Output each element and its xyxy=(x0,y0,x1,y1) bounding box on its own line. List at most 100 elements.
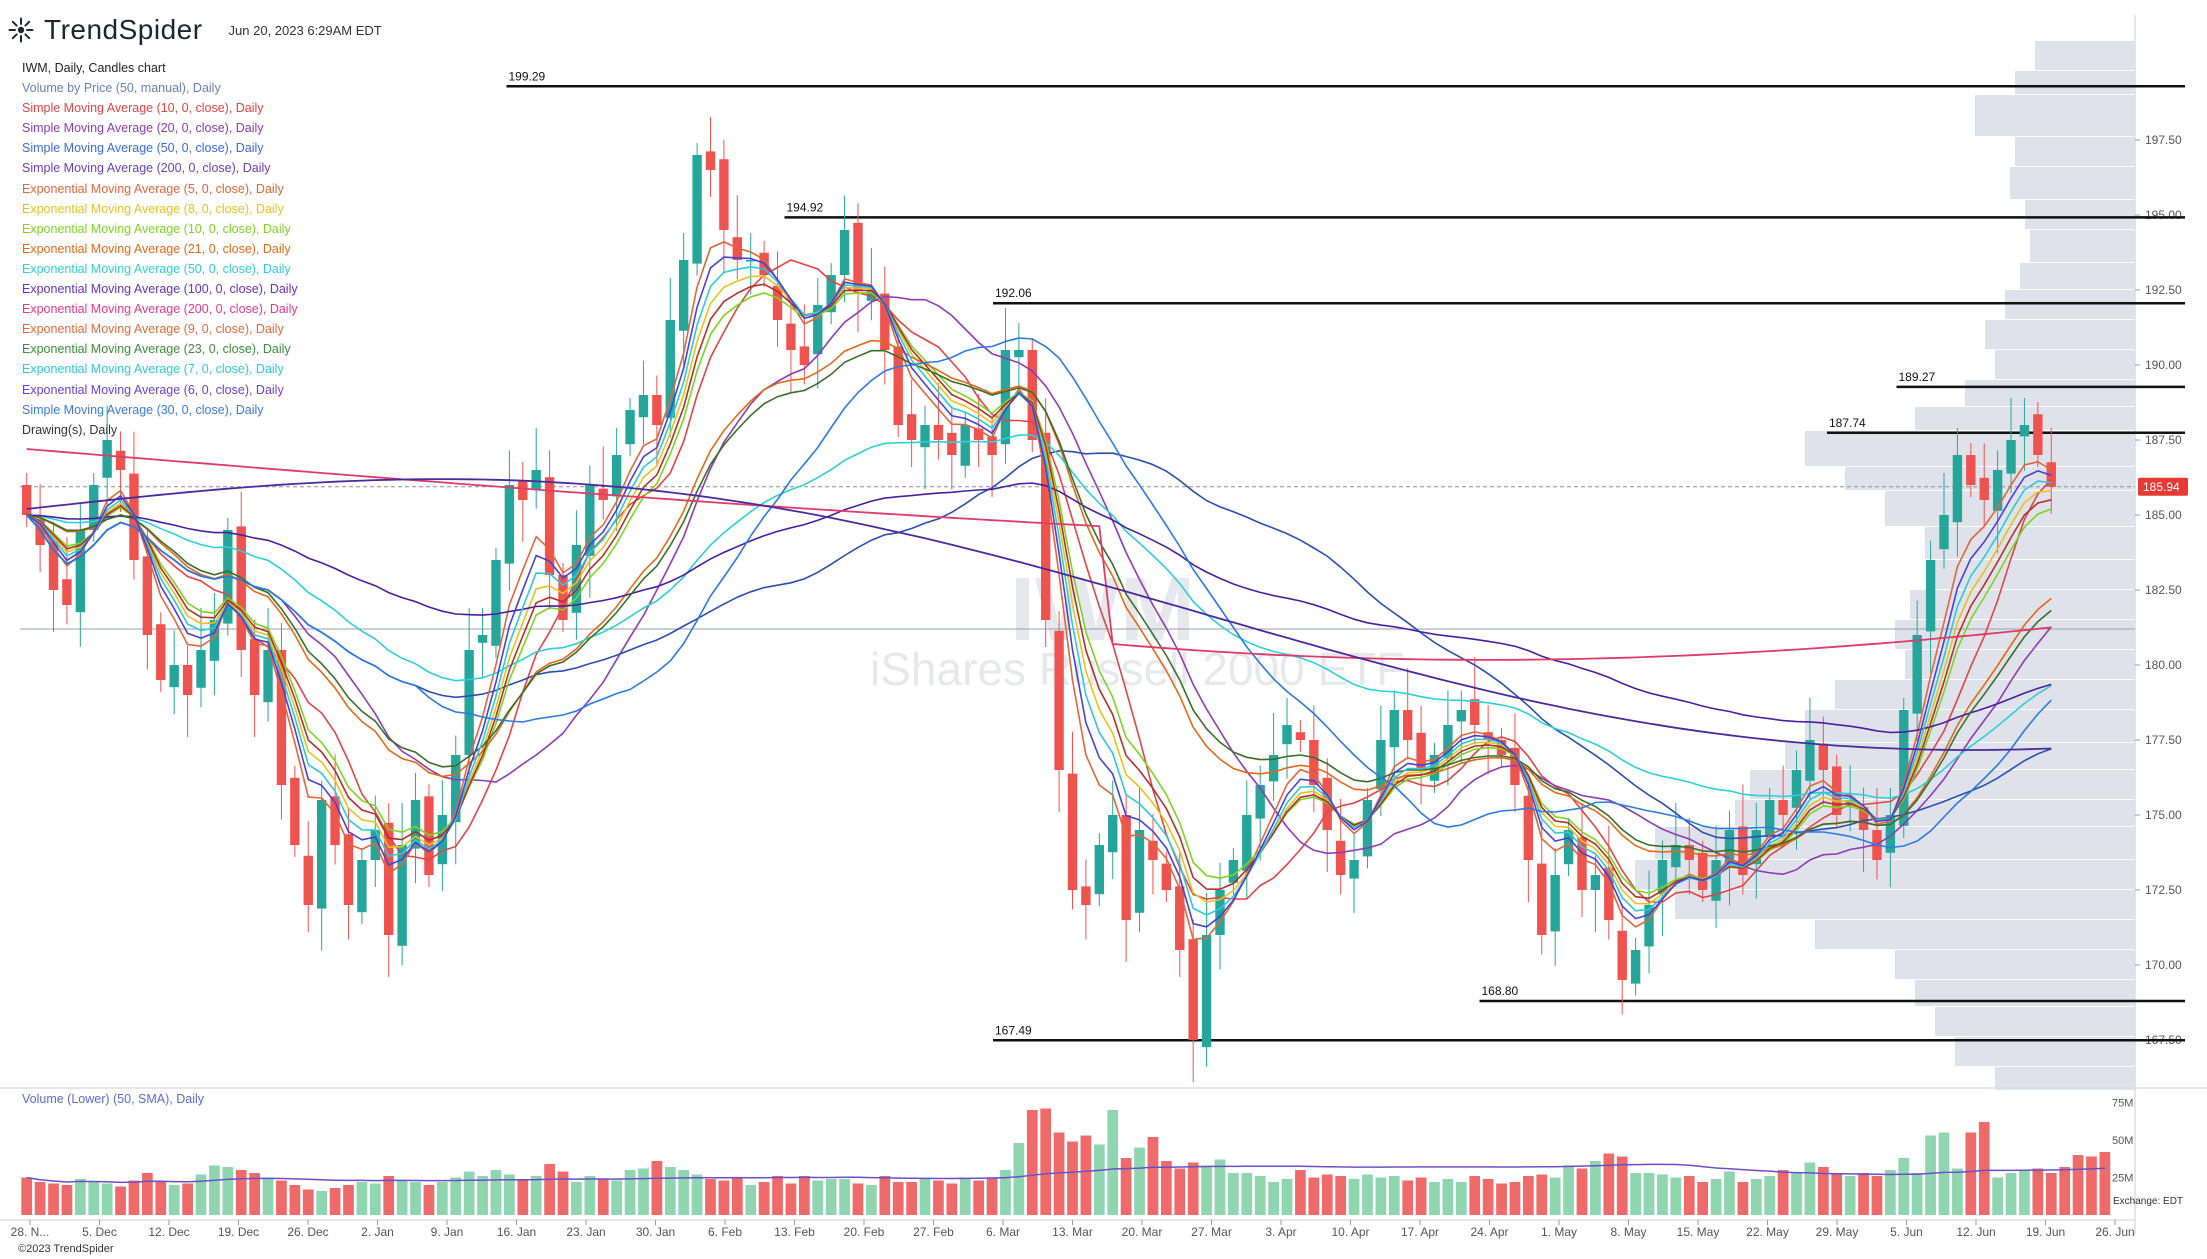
candle-body xyxy=(1121,815,1131,920)
volume-bar xyxy=(1429,1182,1440,1215)
volume-bar xyxy=(1013,1143,1025,1215)
x-tick-label: 10. Apr xyxy=(1331,1225,1369,1239)
candle-body xyxy=(1912,635,1922,714)
legend-item[interactable]: Exponential Moving Average (8, 0, close)… xyxy=(22,201,284,216)
volume-bar xyxy=(1683,1176,1695,1215)
legend-item[interactable]: Volume by Price (50, manual), Daily xyxy=(22,81,221,96)
candle-body xyxy=(678,260,689,331)
x-tick-label: 8. May xyxy=(1610,1225,1646,1239)
candle-body xyxy=(558,575,568,620)
legend-item[interactable]: Simple Moving Average (50, 0, close), Da… xyxy=(22,141,264,156)
legend-item[interactable]: Exponential Moving Average (100, 0, clos… xyxy=(22,282,298,297)
volume-bar xyxy=(1925,1135,1936,1215)
volume-bar xyxy=(1455,1182,1467,1215)
volume-bar xyxy=(88,1182,100,1215)
candle-body xyxy=(196,650,206,688)
legend-item[interactable]: Exponential Moving Average (21, 0, close… xyxy=(22,241,291,256)
moving-average-line xyxy=(26,482,2052,734)
candle-body xyxy=(1027,350,1037,440)
volume-bar xyxy=(544,1164,555,1215)
legend-item[interactable]: Exponential Moving Average (50, 0, close… xyxy=(22,261,291,276)
legend-item[interactable]: IWM, Daily, Candles chart xyxy=(22,61,166,75)
volume-bar xyxy=(1080,1135,1092,1215)
legend-item[interactable]: Exponential Moving Average (23, 0, close… xyxy=(22,342,291,357)
volume-bar xyxy=(1402,1180,1414,1215)
x-tick-label: 2. Jan xyxy=(361,1225,394,1239)
volume-by-price-bar xyxy=(1635,860,2135,889)
candle-body xyxy=(1148,840,1158,860)
volume-by-price-bar xyxy=(1675,890,2135,919)
volume-bar xyxy=(1764,1176,1776,1215)
volume-bar xyxy=(343,1185,354,1215)
x-tick-label: 26. Dec xyxy=(287,1225,328,1239)
volume-bar xyxy=(1590,1161,1601,1215)
candle-body xyxy=(1040,432,1051,620)
volume-bar xyxy=(302,1189,314,1215)
volume-bar xyxy=(772,1176,783,1215)
y-tick-label: 182.50 xyxy=(2145,583,2182,597)
legend-item[interactable]: Exponential Moving Average (200, 0, clos… xyxy=(22,302,298,317)
volume-bar xyxy=(1616,1156,1628,1215)
volume-sma-line xyxy=(26,1163,2105,1184)
volume-bar xyxy=(34,1182,46,1215)
volume-bar xyxy=(1563,1165,1574,1215)
legend-item[interactable]: Simple Moving Average (200, 0, close), D… xyxy=(22,161,271,176)
volume-bar xyxy=(1737,1182,1749,1215)
volume-bar xyxy=(758,1182,770,1215)
legend-item[interactable]: Exponential Moving Average (9, 0, close)… xyxy=(22,322,284,337)
x-tick-label: 13. Mar xyxy=(1052,1225,1093,1239)
volume-bar xyxy=(866,1185,877,1215)
volume-bar xyxy=(745,1185,757,1215)
candle-body xyxy=(1282,725,1292,745)
candle-body xyxy=(1738,826,1748,875)
legend-item[interactable]: Simple Moving Average (30, 0, close), Da… xyxy=(22,402,264,417)
x-tick-label: 24. Apr xyxy=(1470,1225,1508,1239)
legend-item[interactable]: Simple Moving Average (20, 0, close), Da… xyxy=(22,121,264,136)
x-tick-label: 20. Mar xyxy=(1122,1225,1163,1239)
candle-body xyxy=(705,151,716,170)
candle-body xyxy=(1470,699,1480,725)
volume-bar xyxy=(731,1177,743,1215)
volume-bar xyxy=(1844,1176,1856,1215)
volume-bar xyxy=(933,1180,944,1215)
legend-item[interactable]: Simple Moving Average (10, 0, close), Da… xyxy=(22,101,264,116)
candle-body xyxy=(1255,785,1265,819)
volume-bar xyxy=(289,1185,301,1215)
volume-by-price-bar xyxy=(2025,200,2135,229)
volume-bar xyxy=(986,1177,998,1215)
x-tick-label: 3. Apr xyxy=(1265,1225,1296,1239)
volume-bar xyxy=(383,1176,395,1215)
volume-bar xyxy=(1362,1174,1373,1215)
volume-bar xyxy=(1576,1168,1588,1215)
candle-body xyxy=(611,455,622,497)
volume-bar xyxy=(1603,1153,1615,1215)
volume-bar xyxy=(1911,1173,1923,1215)
volume-bar xyxy=(1388,1176,1400,1215)
candle-body xyxy=(719,159,729,230)
volume-bar xyxy=(209,1165,220,1215)
price-level-label: 168.80 xyxy=(1482,984,1519,998)
volume-bar xyxy=(276,1180,287,1215)
candle-body xyxy=(102,440,112,478)
moving-average-line xyxy=(26,349,2052,853)
volume-bar xyxy=(1335,1176,1347,1215)
legend-item[interactable]: Exponential Moving Average (6, 0, close)… xyxy=(22,382,284,397)
legend-item[interactable]: Exponential Moving Average (5, 0, close)… xyxy=(22,181,284,196)
legend-item[interactable]: Exponential Moving Average (10, 0, close… xyxy=(22,221,291,236)
volume-bar xyxy=(1254,1176,1266,1215)
trendspider-logo-icon xyxy=(8,17,34,43)
x-tick-label: 23. Jan xyxy=(566,1225,605,1239)
volume-bar xyxy=(1657,1174,1668,1215)
volume-bar xyxy=(946,1183,958,1215)
volume-by-price-bar xyxy=(2020,263,2135,289)
volume-bar xyxy=(61,1185,73,1215)
candle-body xyxy=(1537,863,1547,935)
candle-body xyxy=(839,230,850,275)
legend-item[interactable]: Exponential Moving Average (7, 0, close)… xyxy=(22,362,284,377)
candle-body xyxy=(1188,939,1198,1040)
candle-body xyxy=(316,800,327,909)
x-tick-label: 12. Dec xyxy=(148,1225,189,1239)
candle-body xyxy=(1751,830,1761,865)
legend-item[interactable]: Drawing(s), Daily xyxy=(22,422,118,437)
volume-by-price-bar xyxy=(1935,560,2135,589)
